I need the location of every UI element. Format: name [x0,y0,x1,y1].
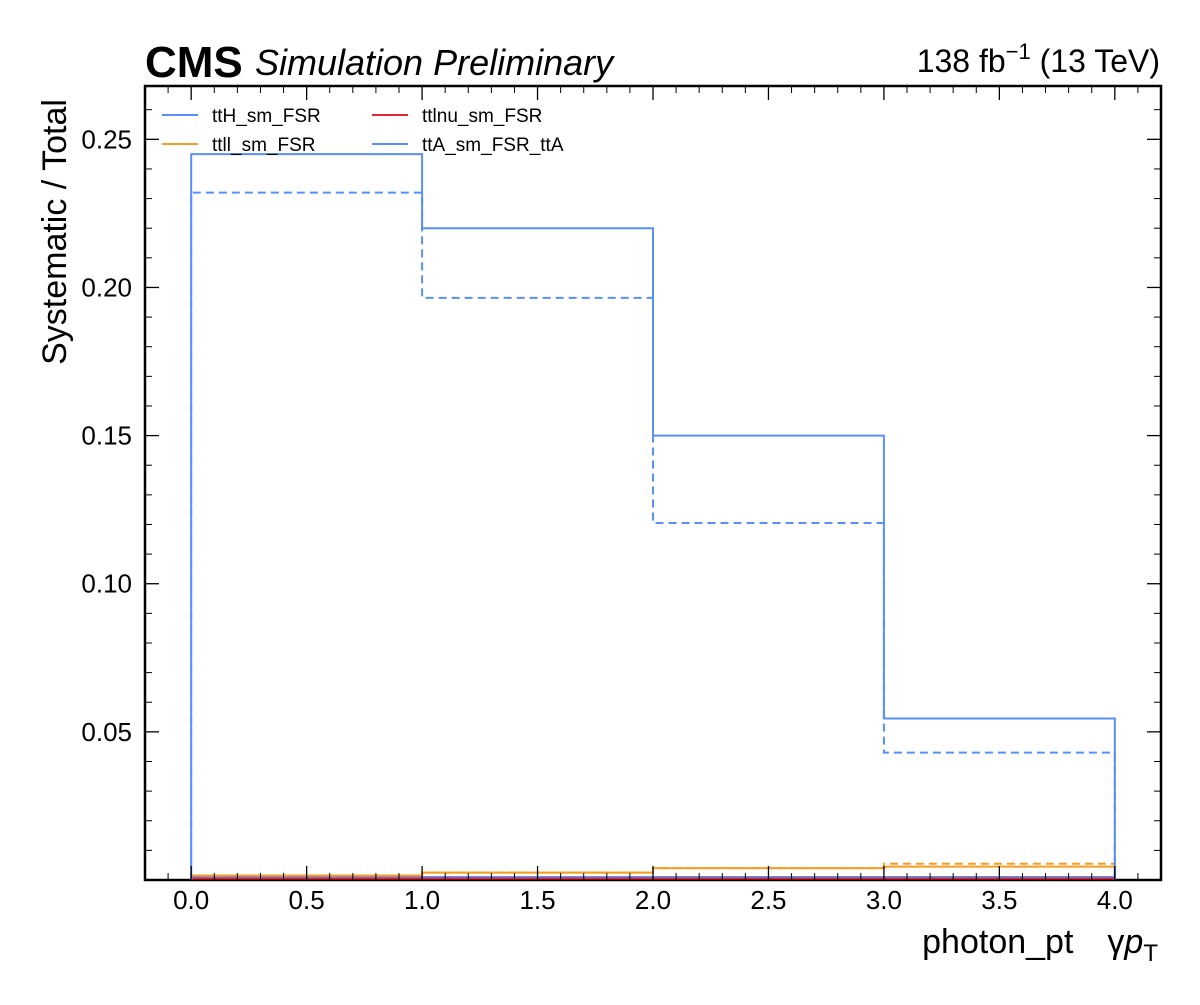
legend-label-3: ttA_sm_FSR_ttA [422,135,564,156]
y-tick-label: 0.10 [81,569,132,599]
plot-area: 0.0 0.5 1.0 1.5 2.0 2.5 3.0 3.5 4.0 0.05 0.10 0.15 0… [81,84,1163,915]
x-tick-label: 1.5 [519,885,555,915]
x-tick-label: 4.0 [1097,885,1133,915]
x-axis-label-main: photon_pt [922,923,1074,961]
cms-label: CMS [145,38,243,87]
x-tick-label: 0.5 [289,885,325,915]
series-3-up-line [190,153,1116,880]
y-tick-label: 0.20 [81,272,132,302]
legend-label-0: ttH_sm_FSR [212,106,321,127]
x-tick-label: 1.0 [404,885,440,915]
lumi-suffix: (13 TeV) [1031,43,1160,79]
x-axis-label-symbol: γ [1107,923,1124,961]
x-tick-label: 3.5 [981,885,1017,915]
x-axis-label: photon_pt γpT [922,923,1158,967]
legend: ttH_sm_FSR ttll_sm_FSR ttlnu_sm_FSR ttA_sm_… [162,106,564,156]
x-tick-label: 2.5 [750,885,786,915]
ticks-layer: 0.0 0.5 1.0 1.5 2.0 2.5 3.0 3.5 4.0 0.05 0.10 0.15 0… [81,86,1162,915]
x-axis-label-var: p [1123,923,1143,961]
lumi-prefix: 138 fb [917,43,1006,79]
x-tick-label: 2.0 [635,885,671,915]
status-label: Simulation Preliminary [255,42,615,83]
lumi-label: 138 fb−1 (13 TeV) [917,39,1160,79]
series-layer [190,153,1116,880]
x-axis-label-sub: T [1143,940,1158,967]
y-tick-label: 0.25 [81,124,132,154]
x-tick-label: 0.0 [173,885,209,915]
legend-label-2: ttlnu_sm_FSR [422,106,542,127]
y-tick-label: 0.05 [81,717,132,747]
plot-frame [143,84,1163,882]
legend-label-1: ttll_sm_FSR [212,135,315,156]
lumi-exponent: −1 [1006,39,1031,64]
x-tick-label: 3.0 [866,885,902,915]
y-tick-label: 0.15 [81,421,132,451]
y-axis-label: Systematic / Total [36,99,74,365]
